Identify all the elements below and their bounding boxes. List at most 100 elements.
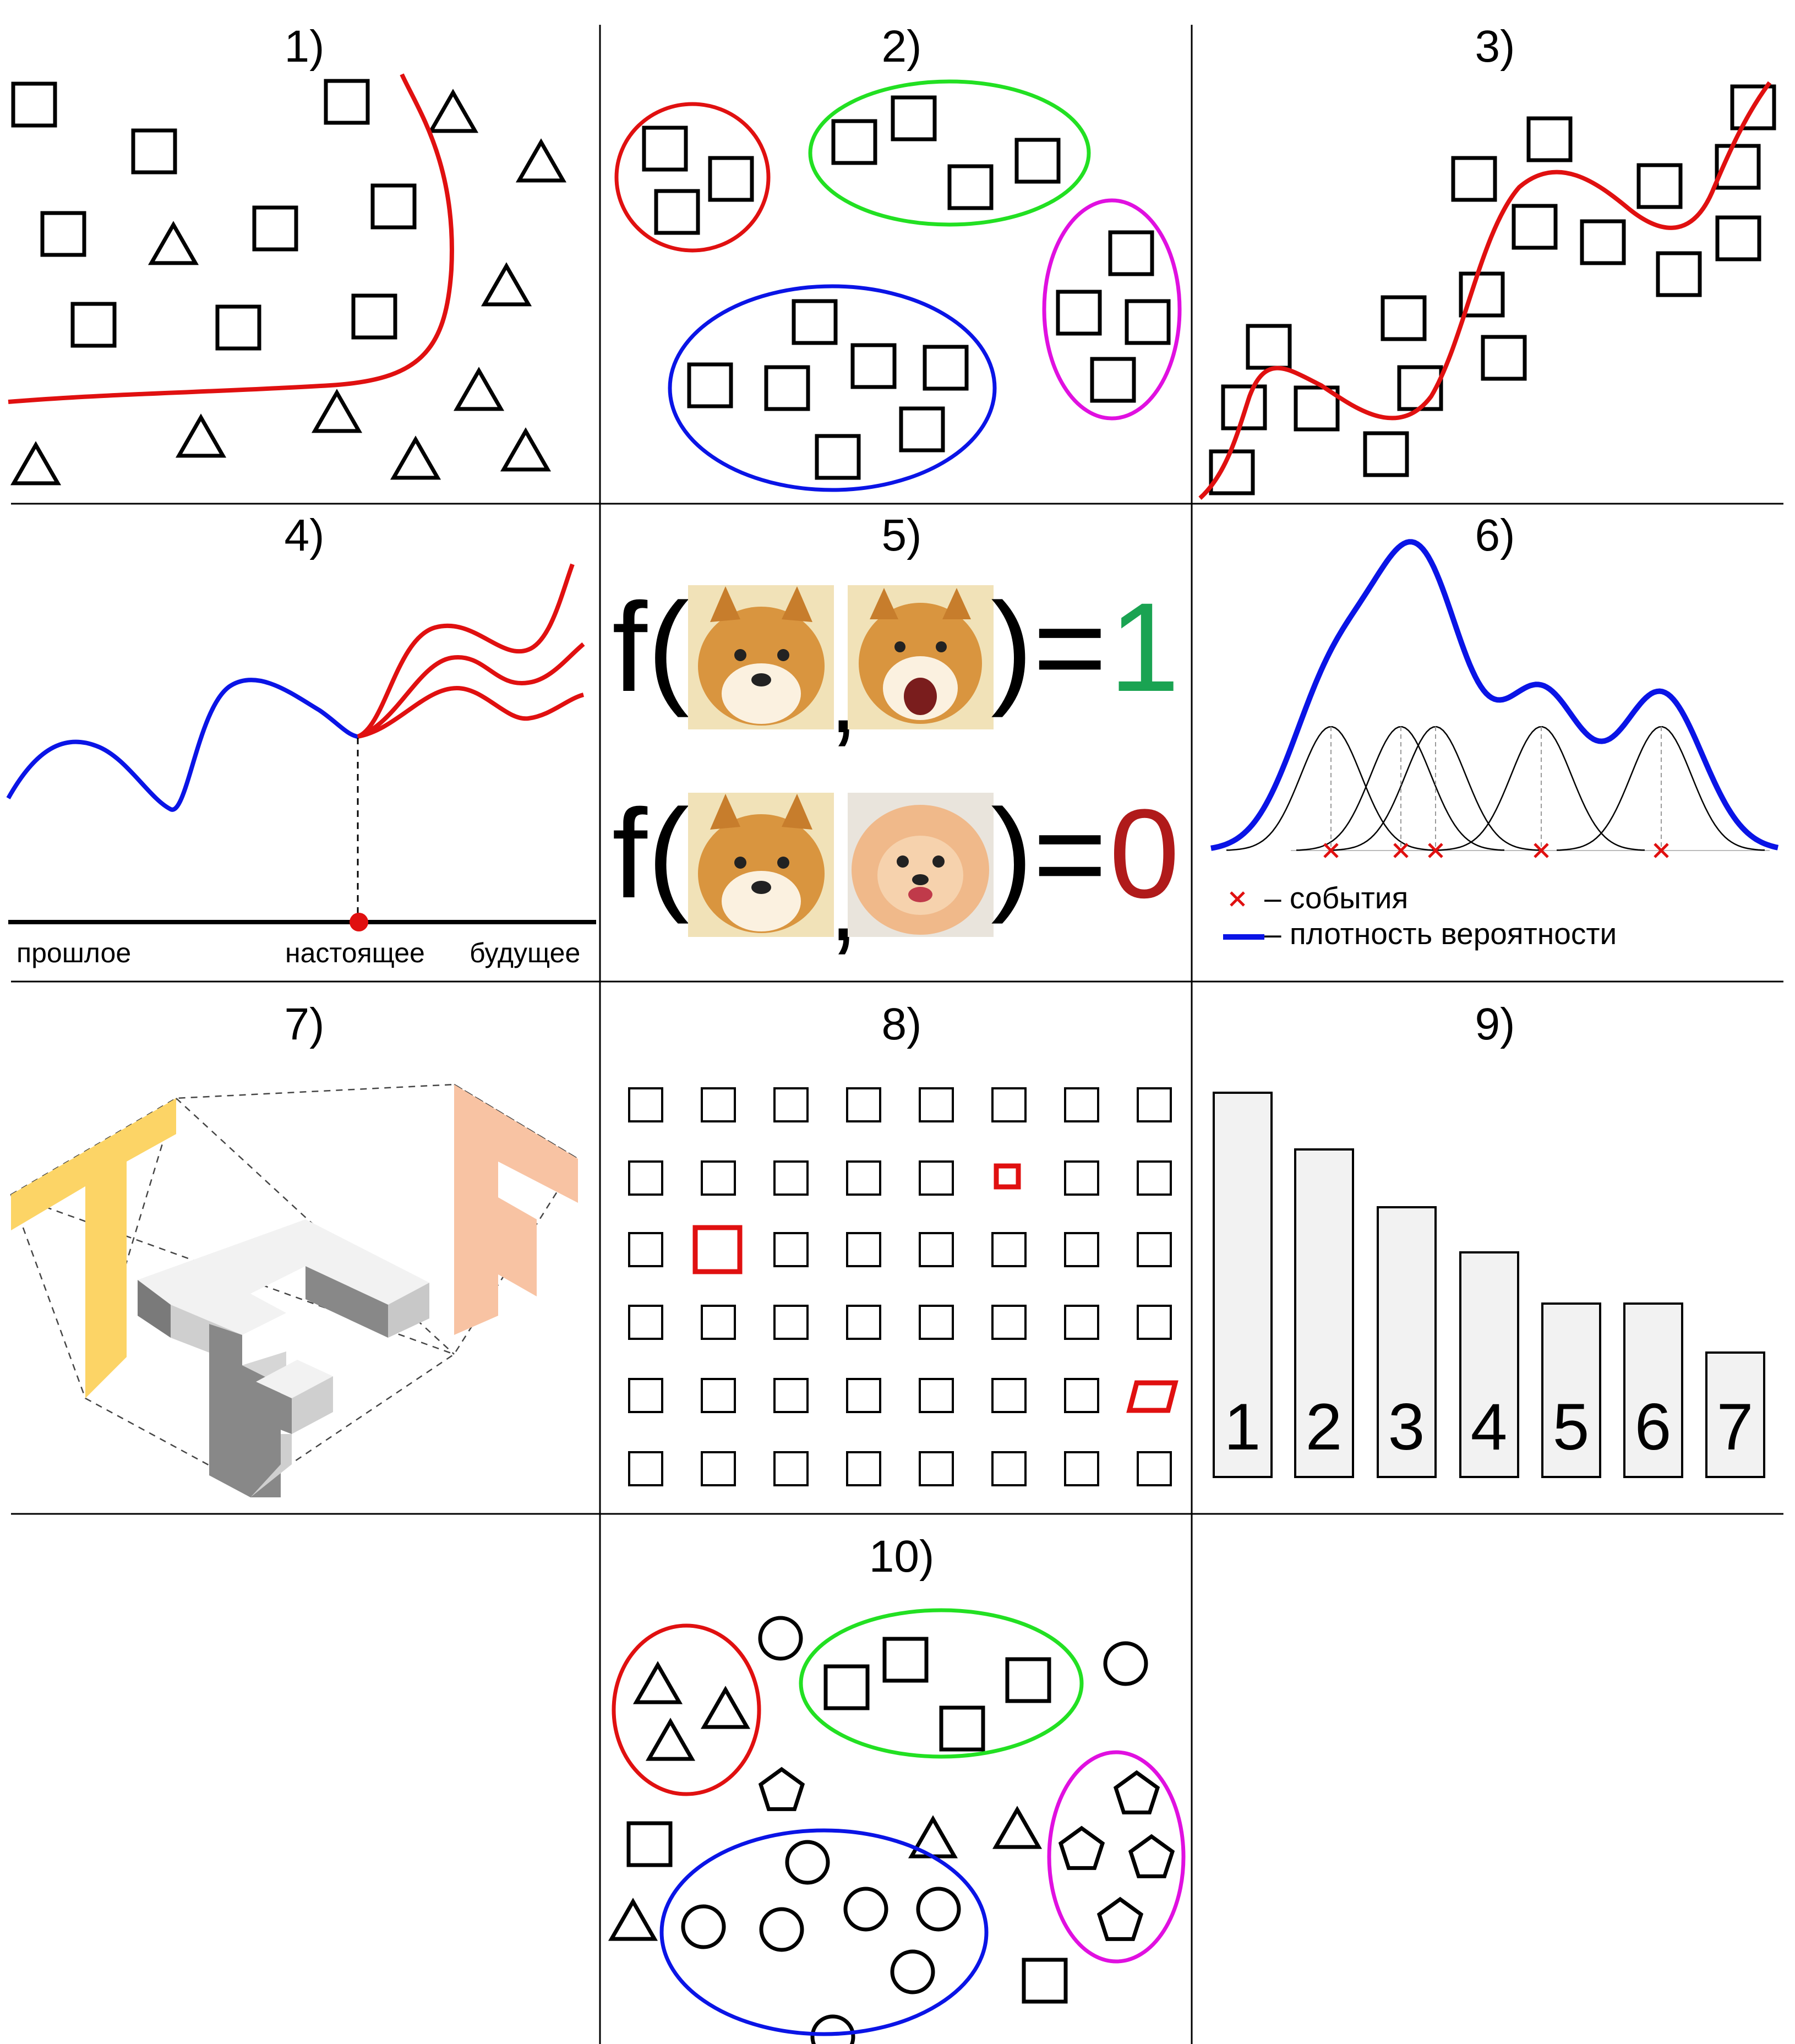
triangle [500, 427, 552, 472]
present-point [350, 913, 368, 931]
anomaly-skewed [1126, 1380, 1179, 1413]
image-shiba-1 [688, 585, 834, 729]
grid-square [1064, 1305, 1099, 1340]
label-past: прошлое [17, 937, 131, 968]
triangle [148, 221, 199, 265]
grid-square [919, 1087, 954, 1122]
square [708, 156, 754, 202]
square [899, 406, 945, 453]
grid-square [1064, 1451, 1099, 1486]
square [131, 128, 177, 175]
circle [785, 1840, 830, 1885]
grid-lines [11, 25, 1783, 2044]
rank-label: 2 [1306, 1390, 1343, 1464]
image-shiba-barking [848, 585, 994, 729]
square [1459, 271, 1505, 318]
image-shiba-2 [688, 793, 834, 937]
square [891, 95, 937, 141]
panel-number-5: 5) [882, 510, 922, 560]
square [1715, 144, 1761, 190]
class-b-triangles [10, 89, 567, 486]
panel-4-forecasting: прошлое настоящее будущее [6, 563, 596, 968]
panel-5-similarity: f( , )= 1 f( , [612, 576, 1180, 964]
circle [758, 1616, 803, 1661]
triangle [992, 1806, 1043, 1849]
rank-label: 6 [1635, 1390, 1672, 1464]
panel-number-7: 7) [285, 999, 325, 1049]
rank-label: 4 [1471, 1390, 1508, 1464]
square [215, 304, 261, 351]
square [1451, 156, 1497, 202]
cluster-red [612, 1623, 761, 1796]
grid-square [991, 1451, 1027, 1486]
panel-8-anomaly [628, 1087, 1179, 1486]
panel-numbers: 1) 2) 3) 4) 5) 6) 7) 8) 9) 10) [285, 21, 1515, 1582]
grid-square [919, 1305, 954, 1340]
anomaly-small [994, 1163, 1021, 1190]
circle [1103, 1641, 1148, 1686]
past-series [6, 678, 358, 812]
grid-square [773, 1232, 809, 1267]
rank-bar [1705, 1351, 1765, 1478]
grid-square [628, 1160, 663, 1196]
square [1246, 324, 1292, 370]
legend-event-icon [1230, 891, 1245, 907]
pentagon [1128, 1834, 1175, 1878]
circle [890, 1949, 935, 1994]
grid-square [701, 1451, 736, 1486]
triangle [390, 435, 441, 480]
square [687, 362, 733, 408]
triangle [632, 1661, 683, 1704]
triangle [608, 1898, 658, 1941]
image-pomeranian [848, 793, 994, 937]
circle [681, 1904, 726, 1949]
equals-2: )= [991, 783, 1107, 924]
panel-number-4: 4) [285, 510, 325, 560]
square [1294, 385, 1340, 432]
square [1512, 204, 1558, 250]
grid-square [846, 1451, 881, 1486]
pentagon [1113, 1770, 1160, 1814]
square [947, 164, 994, 210]
event-marker [1323, 843, 1339, 858]
result-diff: 0 [1109, 783, 1180, 924]
grid-square [628, 1087, 663, 1122]
anomaly-large [692, 1225, 743, 1274]
circle [843, 1887, 888, 1932]
grid-square [628, 1378, 663, 1413]
rank-bar [1459, 1251, 1519, 1478]
square [1209, 449, 1255, 495]
grid-square [1064, 1087, 1099, 1122]
grid-square [628, 1305, 663, 1340]
equals-1: )= [991, 576, 1107, 718]
grid-square [1064, 1378, 1099, 1413]
panel-6-density: – события – плотность вероятности [1210, 539, 1779, 951]
grid-square [1064, 1232, 1099, 1267]
grid-square [846, 1378, 881, 1413]
square [831, 119, 877, 165]
rank-label: 7 [1717, 1390, 1754, 1464]
square [792, 299, 838, 345]
grid-square [773, 1087, 809, 1122]
grid-square [701, 1378, 736, 1413]
grid-square [991, 1232, 1027, 1267]
density-curve [1210, 539, 1779, 851]
triangle [427, 89, 479, 133]
square [642, 126, 688, 172]
anomalies [692, 1163, 1179, 1413]
rank-bar [1294, 1148, 1354, 1478]
grid-square [628, 1451, 663, 1486]
cluster-red [614, 102, 771, 253]
square [815, 434, 861, 480]
grid-square [1137, 1160, 1172, 1196]
cluster-magenta [1042, 198, 1182, 421]
result-same: 1 [1109, 576, 1180, 718]
class-a-squares [11, 79, 417, 351]
legend-events: – события [1264, 881, 1408, 915]
normal-grid [628, 1087, 1172, 1486]
square [324, 79, 370, 125]
panel-1-classification [8, 73, 567, 486]
panel-10-mixed-clustering [608, 1608, 1186, 2044]
square [1715, 215, 1761, 261]
square [40, 211, 86, 257]
